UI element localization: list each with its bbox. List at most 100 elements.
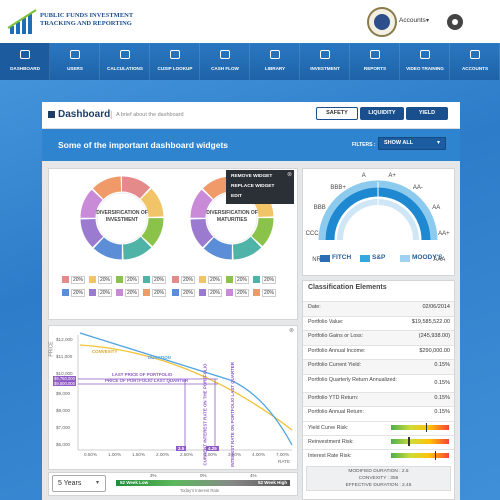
y-tick-label: $12,000 [56, 337, 73, 342]
period-caret: ▾ [96, 480, 100, 486]
range-mark: 3% [150, 473, 157, 478]
row-label: Portfolio Annual Return: [308, 409, 364, 415]
nav-item[interactable] [100, 43, 150, 80]
nav-item[interactable] [350, 43, 400, 80]
row-value: (245,938.00) [418, 333, 450, 339]
legend-swatch [143, 289, 150, 296]
duration-line: CONVEXITY : 356 [358, 475, 399, 481]
nav-item[interactable] [450, 43, 500, 80]
range-mark: 0% [200, 473, 207, 478]
chart-annotation: LAST PRICE OF PORTFOLIO [112, 372, 173, 377]
rating-label: AA+ [438, 230, 450, 237]
toggle-button[interactable]: LIQUIDITY [360, 107, 404, 120]
table-row [303, 420, 454, 435]
nav-item[interactable] [250, 43, 300, 80]
nav-label[interactable]: CUSIP LOOKUP [157, 66, 193, 71]
rating-label: AA- [412, 184, 423, 191]
nav-item[interactable] [300, 43, 350, 80]
table-row [303, 434, 454, 449]
nav-label[interactable]: REPORTS [363, 66, 387, 71]
row-value: 0.15% [434, 394, 450, 401]
legend-value: 20% [235, 276, 249, 284]
nav-item[interactable] [200, 43, 250, 80]
nav-icon [270, 50, 280, 59]
legend-value: 20% [181, 289, 195, 297]
classification-widget [302, 280, 455, 500]
toggle-button[interactable]: SAFETY [316, 107, 358, 120]
row-label: Portfolio Value: [308, 318, 344, 325]
nav-label[interactable]: LIBRARY [264, 66, 286, 71]
nav-label[interactable]: ACCOUNTS [461, 66, 489, 71]
top-header [0, 0, 500, 43]
legend-swatch [400, 255, 410, 262]
row-value: $19,585,522.00 [411, 318, 450, 325]
legend-value: 20% [152, 289, 166, 297]
classification-title: Classification Elements [308, 284, 387, 291]
donut-title: DIVERSIFICATION OF MATURITIES [206, 210, 258, 223]
nav-item[interactable] [150, 43, 200, 80]
rating-label: NR [312, 256, 321, 263]
accounts-menu[interactable]: Accounts [399, 17, 426, 24]
period-select[interactable]: 5 Years [52, 475, 106, 492]
rating-label: CCC [305, 230, 319, 237]
row-label: Portfolio Gains or Loss: [308, 333, 364, 339]
row-label: Reinvestment Risk: [308, 438, 354, 445]
menu-item[interactable]: REMOVE WIDGET [231, 174, 273, 179]
toggle-button[interactable]: YIELD [406, 107, 448, 120]
nav-icon [120, 50, 130, 59]
nav-icon [370, 50, 380, 59]
chart-annotation: DURATION [148, 355, 171, 360]
nav-label[interactable]: VIDEO TRAINING [406, 66, 444, 71]
nav-icon [220, 50, 230, 59]
legend-swatch [253, 276, 260, 283]
range-low: 52 Week Low [120, 480, 149, 485]
risk-bar [391, 438, 449, 444]
legend-swatch [172, 276, 179, 283]
nav-label[interactable]: INVESTMENT [310, 66, 340, 71]
x-tick-label: 7.00% [276, 452, 290, 457]
seal-inner [374, 14, 390, 30]
donut-title: DIVERSIFICATION OF INVESTMENT [96, 210, 148, 223]
nav-icon [20, 50, 30, 59]
rating-label: A+ [388, 173, 396, 180]
nav-label[interactable]: DASHBOARD [10, 66, 40, 71]
filter-select[interactable]: SHOW ALL [378, 137, 446, 150]
legend-value: 20% [235, 289, 249, 297]
widget-menu [226, 170, 294, 204]
legend-value: 20% [152, 276, 166, 284]
row-label: Portfolio Quarterly Return Annualized: [308, 376, 397, 383]
home-icon [48, 111, 55, 118]
legend-value: 20% [208, 289, 222, 297]
legend-swatch [172, 289, 179, 296]
legend-swatch [360, 255, 370, 262]
dashboard-title: Dashboard [58, 109, 111, 120]
row-value: 02/06/2014 [422, 304, 450, 310]
risk-bar [391, 424, 449, 430]
legend-swatch [199, 276, 206, 283]
logo-text: PUBLIC FUNDS INVESTMENT TRACKING AND REP… [40, 12, 134, 27]
rate-marker: 4.25 [206, 446, 219, 451]
nav-label[interactable]: USERS [67, 66, 83, 71]
menu-item[interactable]: EDIT [231, 194, 242, 199]
range-mark: 4% [250, 473, 257, 478]
nav-item[interactable] [0, 43, 50, 80]
close-icon: ⊗ [287, 172, 293, 178]
nav-label[interactable]: CALCULATIONS [107, 66, 143, 71]
nav-item[interactable] [50, 43, 100, 80]
nav-label[interactable]: CASH FLOW [211, 66, 239, 71]
table-row [303, 315, 454, 331]
table-row [303, 344, 454, 360]
nav-item[interactable] [400, 43, 450, 80]
menu-item[interactable]: REPLACE WIDGET [231, 184, 275, 189]
rating-label: AA [432, 204, 441, 211]
legend-swatch [143, 276, 150, 283]
y-tick-label: $10,000 [56, 371, 73, 376]
table-row [303, 448, 454, 463]
settings-icon[interactable] [447, 14, 463, 30]
dashboard-subtitle: A brief about the dashboard [116, 112, 184, 118]
legend-label: MOODY'S [412, 254, 443, 261]
x-tick-label: 0.50% [84, 452, 98, 457]
